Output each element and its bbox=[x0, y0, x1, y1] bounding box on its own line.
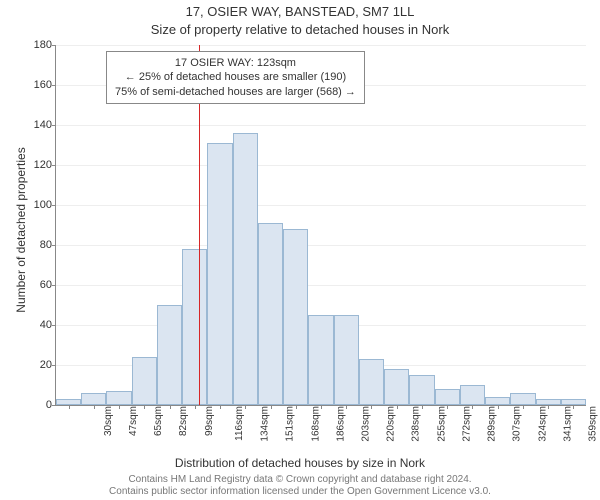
grid-line bbox=[56, 245, 586, 246]
x-tick-mark bbox=[220, 405, 221, 409]
histogram-bar bbox=[132, 357, 157, 405]
histogram-bar bbox=[308, 315, 333, 405]
x-tick-label: 134sqm bbox=[260, 406, 271, 442]
y-tick-label: 0 bbox=[24, 399, 52, 411]
x-tick-mark bbox=[94, 405, 95, 409]
x-tick-mark bbox=[119, 405, 120, 409]
x-tick-label: 255sqm bbox=[436, 406, 447, 442]
histogram-bar bbox=[157, 305, 182, 405]
histogram-bar bbox=[435, 389, 460, 405]
histogram-bar bbox=[510, 393, 535, 405]
y-tick-mark bbox=[52, 245, 56, 246]
chart-container: 17, OSIER WAY, BANSTEAD, SM7 1LL Size of… bbox=[0, 0, 600, 500]
y-tick-label: 160 bbox=[24, 79, 52, 91]
x-tick-mark bbox=[170, 405, 171, 409]
histogram-bar bbox=[283, 229, 308, 405]
histogram-bar bbox=[384, 369, 409, 405]
x-tick-mark bbox=[195, 405, 196, 409]
x-tick-mark bbox=[472, 405, 473, 409]
histogram-bar bbox=[207, 143, 232, 405]
x-tick-label: 116sqm bbox=[234, 406, 245, 441]
histogram-bar bbox=[460, 385, 485, 405]
x-tick-label: 82sqm bbox=[178, 406, 189, 436]
grid-line bbox=[56, 45, 586, 46]
histogram-bar bbox=[182, 249, 207, 405]
y-tick-mark bbox=[52, 365, 56, 366]
x-tick-mark bbox=[523, 405, 524, 409]
x-tick-mark bbox=[397, 405, 398, 409]
histogram-bar bbox=[334, 315, 359, 405]
histogram-bar bbox=[258, 223, 283, 405]
histogram-bar bbox=[81, 393, 106, 405]
y-tick-label: 20 bbox=[24, 359, 52, 371]
x-axis-label: Distribution of detached houses by size … bbox=[0, 456, 600, 470]
y-tick-mark bbox=[52, 85, 56, 86]
x-tick-label: 151sqm bbox=[285, 406, 296, 442]
x-tick-mark bbox=[371, 405, 372, 409]
x-tick-mark bbox=[321, 405, 322, 409]
histogram-bar bbox=[409, 375, 434, 405]
x-tick-mark bbox=[422, 405, 423, 409]
x-tick-label: 65sqm bbox=[153, 406, 164, 436]
y-tick-mark bbox=[52, 205, 56, 206]
footnote-line-2: Contains public sector information licen… bbox=[109, 486, 491, 497]
y-tick-mark bbox=[52, 285, 56, 286]
footnote: Contains HM Land Registry data © Crown c… bbox=[0, 474, 600, 498]
x-tick-label: 47sqm bbox=[128, 406, 139, 436]
annotation-line-2: ← 25% of detached houses are smaller (19… bbox=[125, 71, 346, 83]
x-tick-label: 307sqm bbox=[512, 406, 523, 442]
y-tick-mark bbox=[52, 125, 56, 126]
x-tick-label: 99sqm bbox=[204, 406, 215, 436]
x-tick-mark bbox=[245, 405, 246, 409]
y-tick-label: 80 bbox=[24, 239, 52, 251]
x-tick-mark bbox=[271, 405, 272, 409]
x-tick-mark bbox=[573, 405, 574, 409]
x-tick-label: 203sqm bbox=[361, 406, 372, 442]
x-tick-mark bbox=[69, 405, 70, 409]
chart-subtitle: Size of property relative to detached ho… bbox=[0, 22, 600, 37]
histogram-bar bbox=[359, 359, 384, 405]
grid-line bbox=[56, 285, 586, 286]
x-tick-mark bbox=[346, 405, 347, 409]
y-tick-label: 120 bbox=[24, 159, 52, 171]
x-tick-label: 168sqm bbox=[310, 406, 321, 442]
x-tick-mark bbox=[296, 405, 297, 409]
histogram-bar bbox=[106, 391, 131, 405]
x-tick-mark bbox=[548, 405, 549, 409]
histogram-bar bbox=[233, 133, 258, 405]
y-tick-mark bbox=[52, 165, 56, 166]
y-tick-mark bbox=[52, 325, 56, 326]
x-tick-label: 324sqm bbox=[537, 406, 548, 442]
chart-title: 17, OSIER WAY, BANSTEAD, SM7 1LL bbox=[0, 4, 600, 19]
x-tick-label: 30sqm bbox=[103, 406, 114, 436]
y-tick-label: 140 bbox=[24, 119, 52, 131]
annotation-line-3: 75% of semi-detached houses are larger (… bbox=[115, 86, 356, 98]
x-tick-label: 186sqm bbox=[335, 406, 346, 442]
x-tick-label: 289sqm bbox=[487, 406, 498, 442]
x-tick-mark bbox=[498, 405, 499, 409]
x-tick-label: 220sqm bbox=[386, 406, 397, 442]
grid-line bbox=[56, 165, 586, 166]
grid-line bbox=[56, 125, 586, 126]
y-tick-label: 100 bbox=[24, 199, 52, 211]
annotation-box: 17 OSIER WAY: 123sqm ← 25% of detached ho… bbox=[106, 51, 365, 104]
x-tick-label: 238sqm bbox=[411, 406, 422, 442]
x-tick-mark bbox=[144, 405, 145, 409]
y-tick-label: 60 bbox=[24, 279, 52, 291]
y-tick-mark bbox=[52, 45, 56, 46]
grid-line bbox=[56, 205, 586, 206]
x-tick-label: 272sqm bbox=[462, 406, 473, 442]
footnote-line-1: Contains HM Land Registry data © Crown c… bbox=[128, 474, 471, 485]
x-tick-label: 359sqm bbox=[588, 406, 599, 442]
histogram-bar bbox=[485, 397, 510, 405]
y-tick-mark bbox=[52, 405, 56, 406]
plot-area: 02040608010012014016018030sqm47sqm65sqm8… bbox=[55, 45, 586, 406]
x-tick-label: 341sqm bbox=[562, 406, 573, 442]
x-tick-mark bbox=[447, 405, 448, 409]
annotation-line-1: 17 OSIER WAY: 123sqm bbox=[175, 57, 296, 69]
y-tick-label: 40 bbox=[24, 319, 52, 331]
y-tick-label: 180 bbox=[24, 39, 52, 51]
